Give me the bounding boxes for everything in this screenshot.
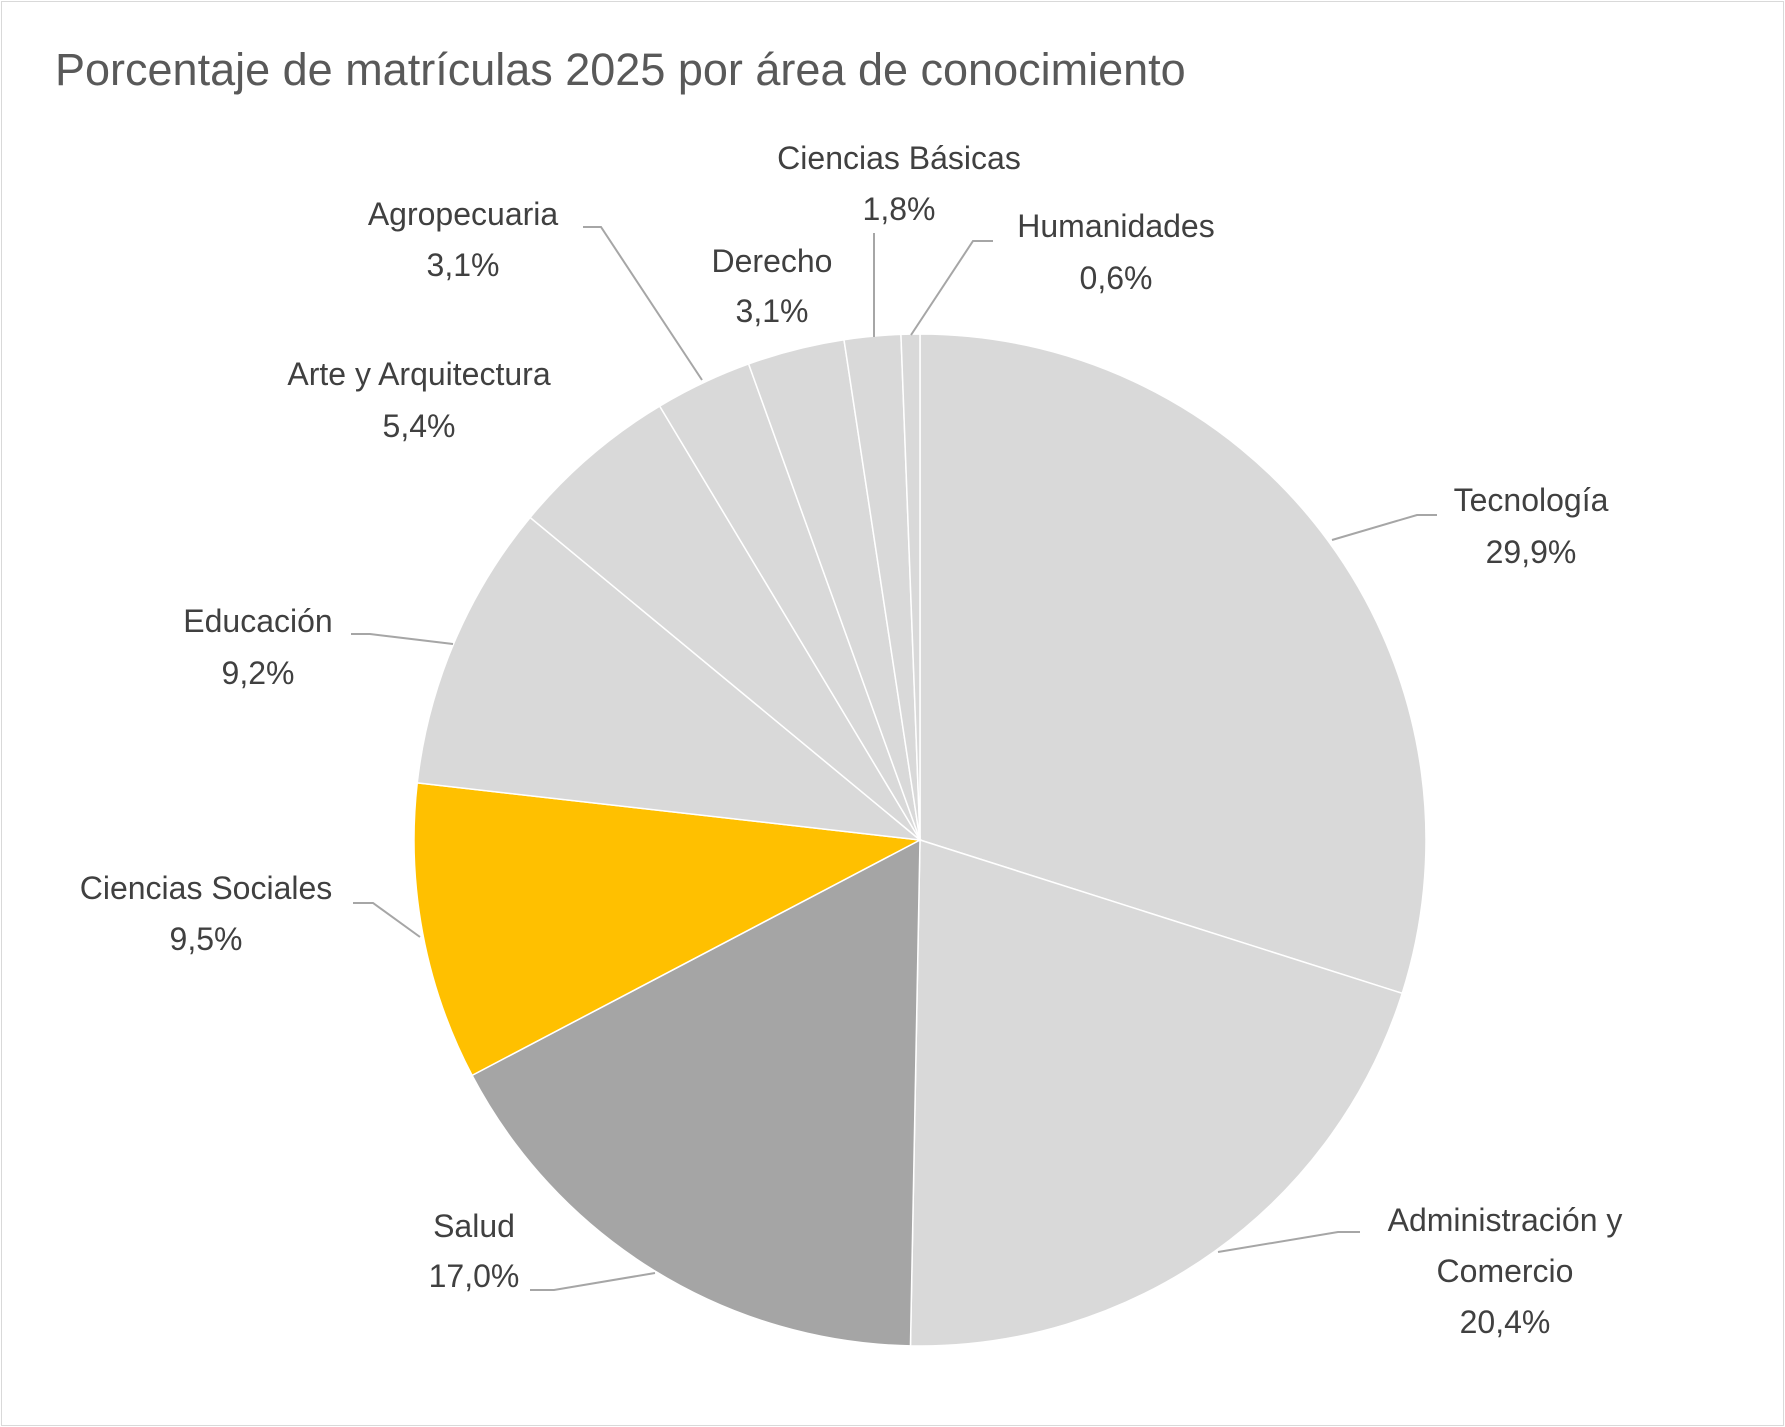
label-ciencias-sociales-name: Ciencias Sociales <box>79 870 333 906</box>
pie-slice-tecnología <box>919 333 1427 995</box>
label-agropecuaria-value: 3,1% <box>426 247 500 283</box>
label-derecho-name: Derecho <box>711 243 833 279</box>
label-administracion-name-line1: Administración y <box>1387 1202 1623 1238</box>
pie-slice-educación <box>416 516 923 842</box>
label-humanidades-value: 0,6% <box>1079 260 1153 296</box>
leader-line-salud <box>530 1272 656 1291</box>
label-ciencias-basicas-name: Ciencias Básicas <box>777 140 1021 176</box>
leader-line-humanidades <box>910 240 993 336</box>
label-educacion-name: Educación <box>183 603 333 639</box>
label-administracion-name-line2: Comercio <box>1436 1253 1574 1289</box>
label-derecho-value: 3,1% <box>735 293 809 329</box>
label-humanidades-name: Humanidades <box>1017 208 1215 244</box>
label-agropecuaria-name: Agropecuaria <box>367 196 559 232</box>
leader-line-tecnologia <box>1331 514 1437 541</box>
label-ciencias-basicas-value: 1,8% <box>862 191 936 227</box>
label-tecnologia-value: 29,9% <box>1485 534 1577 570</box>
pie-slice-salud <box>471 838 921 1347</box>
pie-slice-ciencias-sociales <box>413 782 923 1077</box>
label-salud-name: Salud <box>433 1208 515 1244</box>
leader-line-educacion <box>351 633 454 645</box>
chart-title: Porcentaje de matrículas 2025 por área d… <box>55 44 1186 95</box>
label-educacion-value: 9,2% <box>221 655 295 691</box>
leader-line-ciencias-sociales <box>353 902 421 938</box>
label-tecnologia-name: Tecnología <box>1453 482 1609 518</box>
label-ciencias-sociales-value: 9,5% <box>169 921 243 957</box>
label-salud-value: 17,0% <box>428 1258 520 1294</box>
label-administracion-value: 20,4% <box>1459 1304 1551 1340</box>
pie-slice-administración-y-comercio <box>909 838 1404 1347</box>
label-arte-name: Arte y Arquitectura <box>287 356 551 392</box>
label-arte-value: 5,4% <box>382 408 456 444</box>
leader-line-administracion <box>1217 1231 1360 1253</box>
pie-slice-arte-y-arquitectura <box>529 405 921 841</box>
leader-line-agropecuaria <box>583 226 703 381</box>
